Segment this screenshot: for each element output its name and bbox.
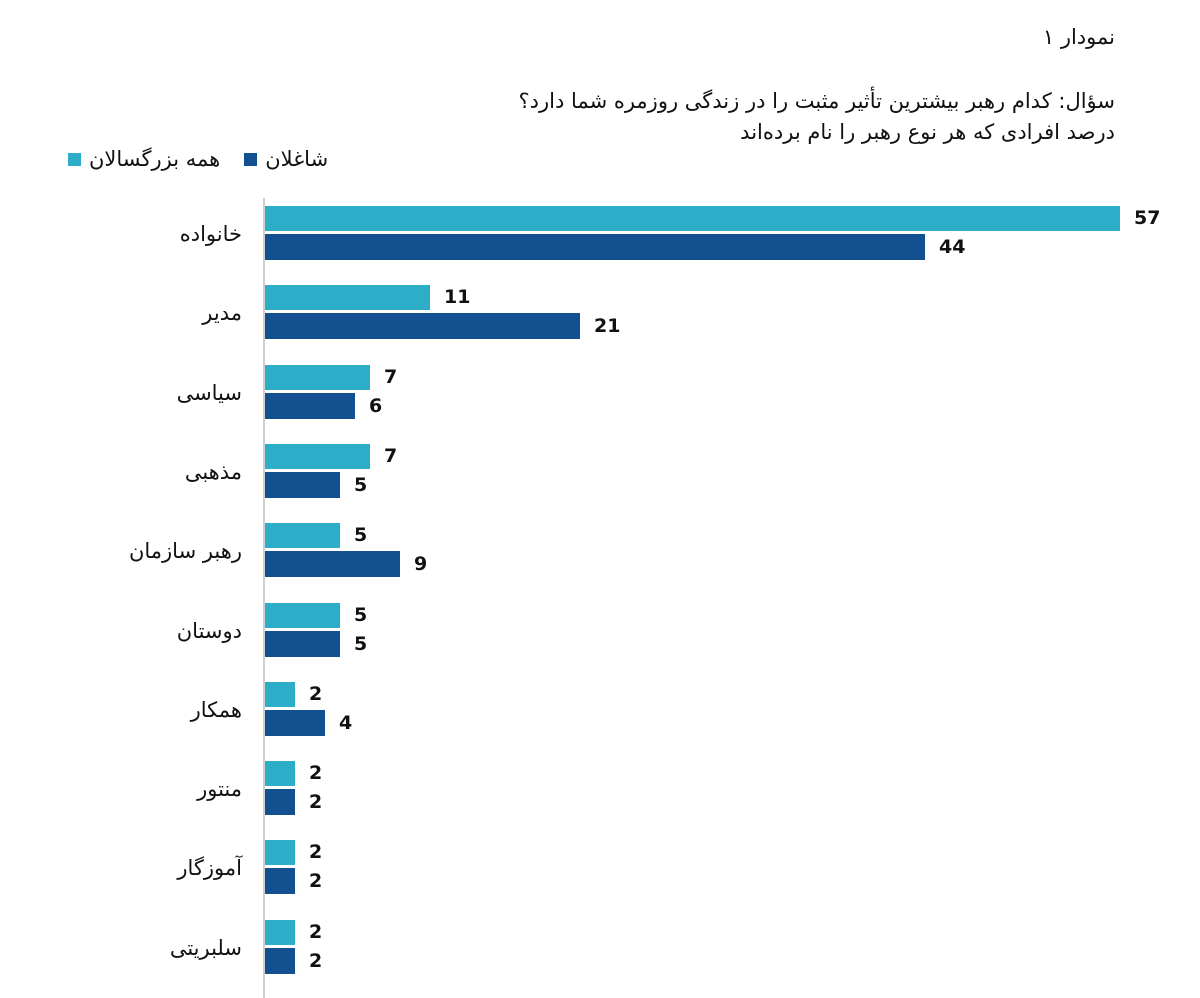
bar-all-adults[interactable] [265, 206, 1120, 231]
bar-employed[interactable] [265, 868, 295, 895]
bar-employed[interactable] [265, 392, 355, 419]
bar-group: منتور 2 2 [0, 761, 1200, 817]
legend-item-employed[interactable]: شاغلان [244, 147, 328, 171]
value-label-employed: 4 [339, 711, 353, 734]
bar-all-adults[interactable] [265, 285, 430, 311]
bar-employed[interactable] [265, 551, 400, 578]
legend-label-all-adults: همه بزرگسالان [89, 147, 221, 171]
employed-swatch-icon [244, 152, 258, 166]
value-label-all-adults: 11 [444, 286, 471, 309]
category-label: خانواده [179, 222, 242, 246]
figure-label: نمودار ۱ [1042, 25, 1115, 49]
bar-employed[interactable] [265, 234, 925, 260]
bar-group: خانواده 57 44 [0, 206, 1200, 262]
value-label-all-adults: 2 [309, 762, 323, 785]
value-label-employed: 9 [414, 553, 428, 576]
value-label-all-adults: 7 [384, 444, 398, 467]
value-label-all-adults: 7 [384, 365, 398, 388]
bar-all-adults[interactable] [265, 761, 295, 787]
bar-group: دوستان 5 5 [0, 602, 1200, 659]
category-label: منتور [197, 777, 242, 802]
value-label-employed: 5 [354, 473, 368, 496]
legend: همه بزرگسالان شاغلان [68, 147, 328, 171]
bar-all-adults[interactable] [265, 919, 295, 945]
bar-employed[interactable] [265, 471, 340, 498]
value-label-all-adults: 2 [309, 682, 323, 705]
bar-all-adults[interactable] [265, 523, 340, 549]
category-label: دوستان [176, 618, 242, 643]
bar-group: همکار 2 4 [0, 681, 1200, 738]
bar-group: سیاسی 7 6 [0, 364, 1200, 421]
legend-item-all-adults[interactable]: همه بزرگسالان [68, 147, 220, 171]
bar-all-adults[interactable] [265, 681, 295, 707]
bar-group: آموزگار 2 2 [0, 840, 1200, 896]
chart-question: سؤال: کدام رهبر بیشترین تأثیر مثبت را در… [518, 89, 1115, 113]
value-label-all-adults: 2 [309, 841, 323, 864]
value-label-employed: 44 [939, 236, 966, 258]
bar-all-adults[interactable] [265, 602, 340, 628]
bar-employed[interactable] [265, 313, 580, 340]
chart-subtitle: درصد افرادی که هر نوع رهبر را نام برده‌ا… [740, 120, 1115, 144]
value-label-all-adults: 5 [354, 524, 368, 547]
value-label-employed: 2 [309, 870, 323, 893]
category-label: رهبر سازمان [128, 539, 242, 564]
category-label: سیاسی [176, 380, 242, 405]
category-label: مذهبی [184, 459, 242, 484]
bar-group: مدیر 11 21 [0, 285, 1200, 341]
value-label-all-adults: 5 [354, 603, 368, 626]
bar-group: سلبریتی 2 2 [0, 919, 1200, 976]
bar-all-adults[interactable] [265, 364, 370, 390]
category-label: مدیر [202, 301, 242, 326]
category-label: همکار [190, 697, 242, 722]
value-label-all-adults: 2 [309, 920, 323, 943]
value-label-employed: 5 [354, 632, 368, 655]
category-axis-line [263, 198, 265, 998]
category-label: سلبریتی [169, 935, 242, 960]
bar-employed[interactable] [265, 789, 295, 816]
all-adults-swatch-icon [68, 152, 81, 166]
bar-all-adults[interactable] [265, 443, 370, 469]
value-label-employed: 2 [309, 791, 323, 814]
value-label-all-adults: 57 [1134, 207, 1161, 229]
bar-employed[interactable] [265, 709, 325, 736]
bar-group: رهبر سازمان 5 9 [0, 523, 1200, 579]
bar-group: مذهبی 7 5 [0, 443, 1200, 500]
value-label-employed: 2 [309, 949, 323, 972]
bar-employed[interactable] [265, 947, 295, 974]
category-label: آموزگار [177, 856, 242, 881]
bar-employed[interactable] [265, 630, 340, 657]
legend-label-employed: شاغلان [265, 147, 329, 171]
value-label-employed: 21 [594, 315, 621, 338]
value-label-employed: 6 [369, 394, 383, 417]
bar-all-adults[interactable] [265, 840, 295, 866]
